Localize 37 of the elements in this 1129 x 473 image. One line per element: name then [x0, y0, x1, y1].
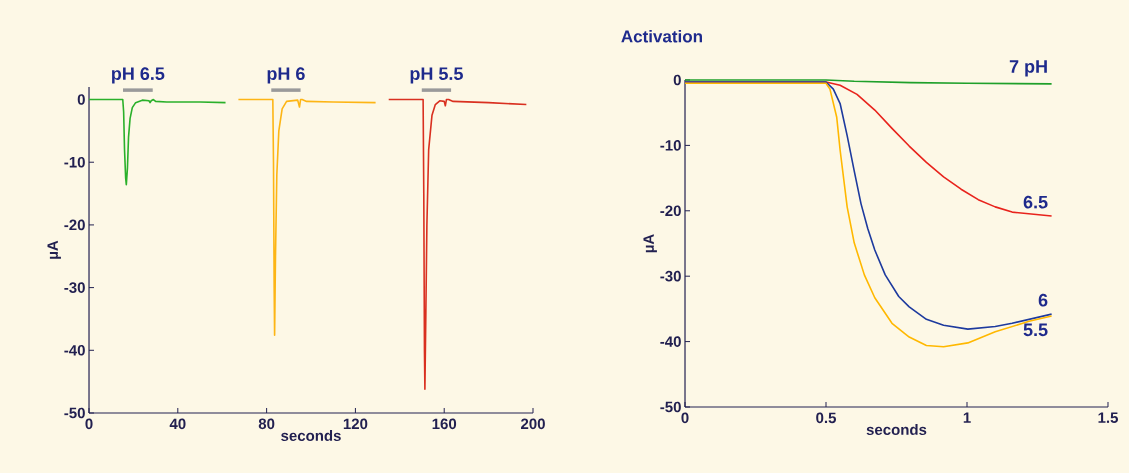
line-series — [88, 98, 227, 186]
annotation: pH 6.5 — [112, 67, 165, 84]
series-label: 6.5 — [1023, 195, 1048, 209]
x-axis-title: seconds — [281, 430, 341, 442]
y-tick-label: -30 — [660, 270, 681, 282]
annotation: pH 5.5 — [410, 67, 463, 84]
y-axis-title: µA — [47, 240, 61, 259]
x-tick-label: 40 — [169, 418, 186, 430]
x-axis-title: seconds — [866, 424, 927, 436]
y-tick-label: -10 — [660, 140, 681, 151]
x-tick-label: 120 — [343, 418, 368, 430]
annotation: pH 6 — [267, 67, 305, 84]
line-series — [237, 98, 377, 337]
y-tick-label: -10 — [64, 156, 85, 168]
chart-title: Activation — [621, 29, 702, 43]
x-tick-label: 200 — [521, 418, 545, 430]
x-tick-label: 0.5 — [816, 412, 837, 424]
x-tick-label: 0 — [681, 412, 689, 424]
x-tick-label: 80 — [258, 418, 275, 430]
y-axis-title: µA — [643, 234, 657, 253]
line-series — [387, 98, 528, 390]
y-tick-label: 0 — [673, 74, 681, 86]
y-tick-label: -20 — [660, 205, 681, 217]
y-tick-label: -50 — [64, 407, 85, 419]
y-tick-label: -40 — [660, 336, 681, 347]
x-tick-label: 0 — [85, 418, 93, 430]
y-tick-label: -30 — [64, 282, 85, 293]
y-tick-label: 0 — [77, 94, 85, 105]
series-label: 6 — [1038, 293, 1048, 307]
y-tick-label: -50 — [660, 401, 681, 413]
y-tick-label: -40 — [64, 344, 85, 356]
series-label: 5.5 — [1023, 323, 1048, 337]
y-tick-label: -20 — [64, 219, 85, 231]
x-tick-label: 160 — [432, 418, 457, 430]
series-label: 7 pH — [1009, 60, 1047, 77]
x-tick-label: 1.5 — [1098, 412, 1118, 423]
x-tick-label: 1 — [963, 412, 971, 423]
